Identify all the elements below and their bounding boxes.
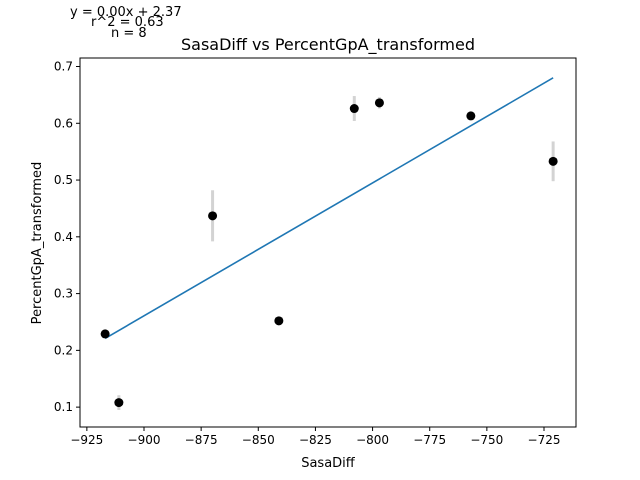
x-tick-label: −750 [470, 433, 503, 447]
y-tick-label: 0.2 [54, 343, 73, 357]
regression-equation: y = 0.00x + 2.37 [70, 5, 182, 20]
data-point [466, 111, 476, 121]
r-squared-label: r^2 = 0.63 [91, 15, 164, 30]
x-tick-label: −800 [356, 433, 389, 447]
y-axis-label: PercentGpA_transformed [30, 162, 45, 325]
sample-count-label: n = 8 [111, 26, 147, 41]
y-tick-label: 0.3 [54, 287, 73, 301]
data-point [114, 398, 124, 408]
x-tick-label: −850 [242, 433, 275, 447]
y-tick-label: 0.5 [54, 173, 73, 187]
axes-frame [79, 57, 577, 428]
x-tick-label: −925 [70, 433, 103, 447]
y-tick-label: 0.1 [54, 400, 73, 414]
x-tick-label: −825 [299, 433, 332, 447]
data-point [274, 316, 284, 326]
data-point [100, 329, 110, 339]
y-tick-label: 0.6 [54, 116, 73, 130]
x-tick-label: −725 [528, 433, 561, 447]
y-tick-label: 0.7 [54, 60, 73, 74]
data-point [349, 104, 359, 114]
x-tick-label: −900 [128, 433, 161, 447]
data-point [374, 98, 384, 108]
x-tick-label: −775 [413, 433, 446, 447]
regression-line [104, 77, 554, 340]
y-tick-label: 0.4 [54, 230, 73, 244]
data-point [548, 156, 558, 166]
x-tick-label: −875 [185, 433, 218, 447]
plot-area: −925 −900 −875 −850 −825 −800 −775 −750 −725 0.1 0… [54, 60, 561, 447]
data-point [208, 211, 218, 221]
chart-title: SasaDiff vs PercentGpA_transformed [181, 35, 475, 55]
x-axis-label: SasaDiff [301, 456, 356, 471]
